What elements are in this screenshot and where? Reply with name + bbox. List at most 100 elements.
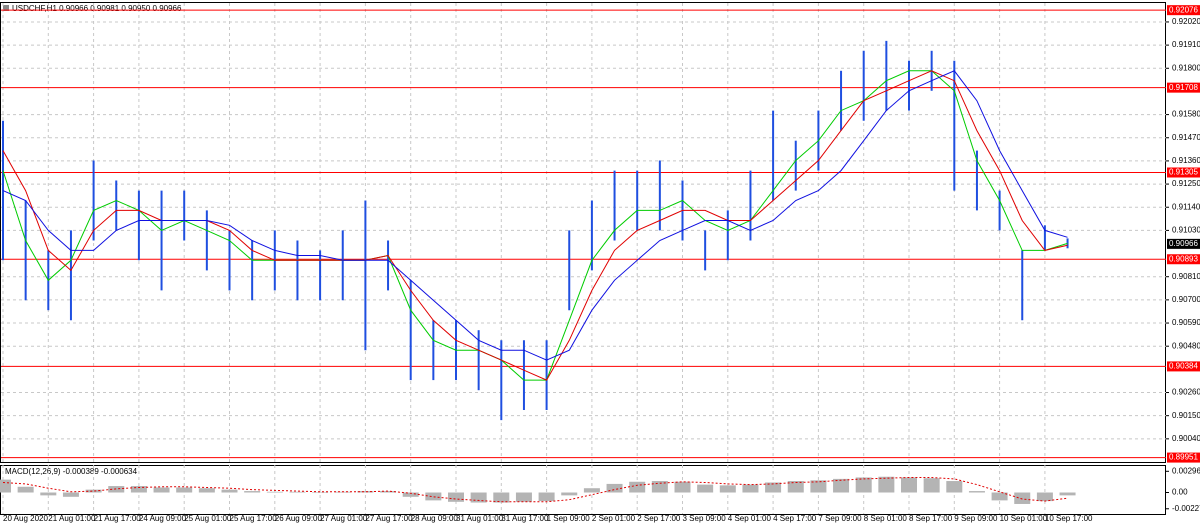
y-tick-label: 0.90260 — [1172, 388, 1200, 397]
macd-bar — [17, 486, 34, 493]
macd-bar — [153, 487, 170, 493]
x-tick-label: 8 Sep 17:00 — [909, 514, 953, 523]
macd-bar — [425, 492, 442, 501]
x-tick-label: 2 Sep 17:00 — [637, 514, 681, 523]
y-tick-label: 0.90700 — [1172, 295, 1200, 304]
macd-bar — [493, 492, 510, 503]
x-tick-label: 7 Sep 09:00 — [818, 514, 862, 523]
macd-bar — [176, 487, 193, 493]
macd-bar — [968, 491, 985, 493]
macd-title: MACD(12,26,9) -0.000389 -0.000634 — [5, 467, 138, 476]
level-label: 0.90893 — [1169, 254, 1198, 263]
x-tick-label: 24 Aug 09:00 — [139, 514, 187, 523]
symbol-icon — [3, 5, 9, 11]
y-tick-label: 0.91470 — [1172, 133, 1200, 142]
macd-bar — [1014, 492, 1031, 504]
macd-bar — [85, 489, 102, 493]
y-tick-label: 0.90810 — [1172, 272, 1200, 281]
macd-bar — [62, 492, 79, 497]
y-tick-label: 0.90480 — [1172, 341, 1200, 350]
macd-bar — [198, 488, 215, 493]
level-tag — [1167, 167, 1200, 178]
y-tick-label: 0.90150 — [1172, 411, 1200, 420]
macd-bar — [742, 484, 759, 493]
moving-average — [2, 70, 1068, 381]
moving-average — [2, 70, 1068, 361]
current-price-label: 0.90966 — [1169, 239, 1198, 248]
y-tick-label: -0.00227 — [1172, 504, 1200, 513]
moving-average — [2, 70, 1068, 381]
x-tick-label: 9 Sep 09:00 — [954, 514, 998, 523]
macd-bar — [765, 482, 782, 493]
x-tick-label: 31 Aug 01:00 — [456, 514, 504, 523]
y-tick-label: 0.91140 — [1172, 202, 1200, 211]
y-tick-label: 0.00 — [1172, 488, 1188, 497]
chart-title: USDCHF,H1 0.90966 0.90981 0.90950 0.9096… — [12, 4, 182, 13]
y-tick-label: 0.91580 — [1172, 110, 1200, 119]
macd-bar — [266, 491, 283, 493]
macd-bar — [538, 492, 555, 502]
macd-bar — [923, 478, 940, 493]
x-tick-label: 27 Aug 01:00 — [320, 514, 368, 523]
macd-bar — [878, 476, 895, 493]
x-tick-label: 28 Aug 09:00 — [411, 514, 459, 523]
macd-bar — [0, 479, 11, 493]
signal-line — [2, 477, 1068, 503]
macd-bar — [108, 486, 125, 493]
macd-bar — [130, 486, 147, 493]
level-tag — [1167, 452, 1200, 463]
level-tag — [1167, 254, 1200, 265]
macd-bar — [787, 481, 804, 493]
macd-bar — [1059, 492, 1076, 496]
level-label: 0.89951 — [1169, 453, 1198, 462]
macd-bar — [40, 492, 57, 496]
level-label: 0.90384 — [1169, 362, 1198, 371]
current-price-tag — [1167, 238, 1200, 249]
level-tag — [1167, 82, 1200, 93]
macd-bar — [901, 477, 917, 493]
x-tick-label: 27 Aug 17:00 — [365, 514, 413, 523]
y-tick-label: 0.91250 — [1172, 179, 1200, 188]
y-tick-label: 0.00296 — [1172, 466, 1200, 475]
macd-bar — [719, 485, 736, 493]
macd-bar — [357, 491, 374, 493]
macd-bar — [244, 491, 261, 493]
macd-bar — [221, 489, 238, 493]
macd-bar — [561, 492, 578, 496]
x-tick-label: 4 Sep 17:00 — [773, 514, 817, 523]
macd-bar — [833, 478, 850, 493]
macd-bar — [312, 492, 329, 494]
macd-bar — [515, 492, 532, 502]
macd-bar — [402, 492, 419, 497]
x-tick-label: 31 Aug 17:00 — [501, 514, 549, 523]
macd-bar — [946, 481, 963, 493]
y-tick-label: 0.91910 — [1172, 40, 1200, 49]
x-tick-label: 21 Aug 17:00 — [94, 514, 142, 523]
x-tick-label: 2 Sep 01:00 — [592, 514, 636, 523]
macd-bar — [289, 491, 306, 493]
macd-bar — [674, 481, 691, 493]
x-tick-label: 20 Aug 2020 — [3, 514, 48, 523]
macd-bar — [855, 477, 872, 493]
macd-panel — [0, 465, 1166, 515]
y-tick-label: 0.91030 — [1172, 226, 1200, 235]
x-tick-label: 4 Sep 01:00 — [728, 514, 772, 523]
macd-bar — [583, 488, 600, 493]
level-label: 0.92076 — [1169, 5, 1198, 14]
macd-bar — [810, 480, 827, 493]
x-tick-label: 1 Sep 09:00 — [547, 514, 591, 523]
macd-bar — [380, 491, 397, 493]
main-panel — [0, 2, 1166, 463]
macd-bar — [991, 492, 1008, 501]
y-tick-label: 0.90040 — [1172, 434, 1200, 443]
x-tick-label: 25 Aug 17:00 — [230, 514, 278, 523]
macd-bar — [606, 483, 623, 493]
x-tick-label: 10 Sep 01:00 — [1000, 514, 1048, 523]
macd-bar — [651, 481, 668, 493]
y-tick-label: 0.91800 — [1172, 63, 1200, 72]
x-tick-label: 26 Aug 09:00 — [275, 514, 323, 523]
x-tick-label: 8 Sep 01:00 — [864, 514, 908, 523]
macd-bar — [470, 492, 487, 503]
